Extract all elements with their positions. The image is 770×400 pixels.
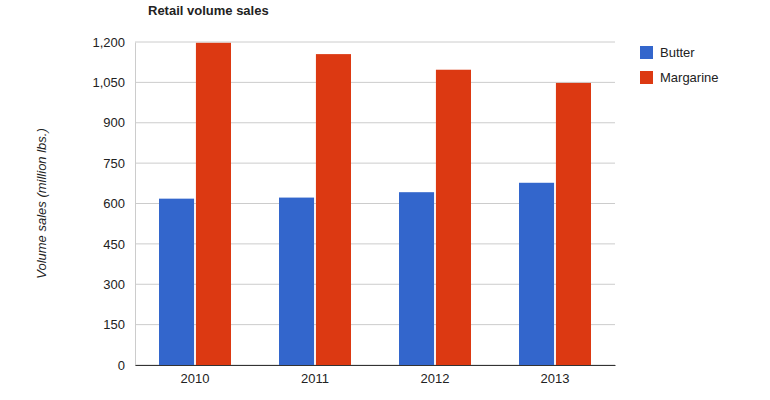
x-tick: 2011: [301, 365, 329, 386]
bar: [196, 43, 231, 365]
x-tick-label: 2013: [541, 371, 570, 386]
y-tick: 1,050: [92, 75, 135, 90]
y-tick-label: 1,200: [92, 35, 125, 50]
legend-swatch: [640, 71, 653, 84]
x-axis: 2010 2011 2012 2013: [136, 365, 616, 386]
legend-swatch: [640, 46, 653, 59]
legend-label: Butter: [660, 45, 695, 60]
y-tick-label: 0: [118, 358, 125, 373]
y-axis-title: Volume sales (million lbs.): [34, 128, 49, 279]
legend-item: Butter: [640, 45, 695, 60]
y-tick: 750: [103, 156, 135, 171]
title: Retail volume sales: [148, 3, 269, 18]
y-tick: 450: [103, 237, 135, 252]
x-tick-label: 2012: [421, 371, 450, 386]
grid-line: [135, 42, 615, 43]
bar: [159, 199, 194, 365]
y-tick: 900: [103, 115, 135, 130]
y-tick-label: 150: [103, 317, 125, 332]
legend-item: Margarine: [640, 70, 719, 85]
y-tick: 150: [103, 317, 135, 332]
y-tick: 0: [118, 358, 135, 373]
bar: [556, 83, 591, 365]
legend: Butter Margarine: [640, 45, 719, 85]
y-tick-label: 1,050: [92, 75, 125, 90]
y-tick-label: 450: [103, 237, 125, 252]
x-tick-label: 2010: [181, 371, 210, 386]
legend-label: Margarine: [660, 70, 719, 85]
y-tick-label: 900: [103, 115, 125, 130]
y-tick-label: 600: [103, 196, 125, 211]
y-tick-label: 300: [103, 277, 125, 292]
x-tick-label: 2011: [301, 371, 329, 386]
plot: 01503004506007509001,0501,20020102011201…: [92, 35, 615, 387]
x-tick: 2012: [421, 365, 450, 386]
bar: [399, 192, 434, 365]
bar: [436, 70, 471, 365]
bars: [159, 43, 591, 365]
chart: 01503004506007509001,0501,20020102011201…: [0, 0, 770, 400]
grid: [135, 42, 615, 365]
y-tick: 300: [103, 277, 135, 292]
y-tick: 1,200: [92, 35, 135, 50]
y-tick-label: 750: [103, 156, 125, 171]
bar: [279, 198, 314, 365]
bar-series: [196, 43, 591, 365]
y-axis-line: [135, 43, 136, 366]
y-tick: 600: [103, 196, 135, 211]
bar: [519, 183, 554, 365]
y-axis: 0 150 300 450 600 750 900 1,050 1,200: [92, 35, 135, 373]
x-tick: 2013: [541, 365, 570, 386]
x-tick: 2010: [181, 365, 210, 386]
x-axis-line: [136, 365, 616, 366]
bar: [316, 54, 351, 365]
